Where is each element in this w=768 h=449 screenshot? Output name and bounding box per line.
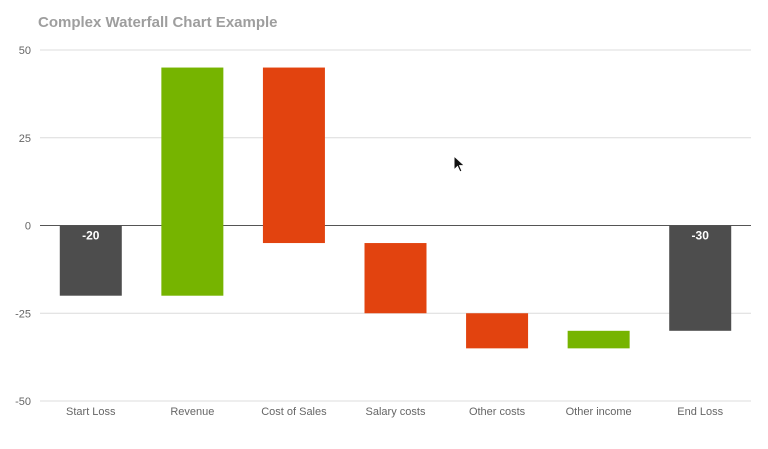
y-tick-label: 0 <box>25 221 31 233</box>
bar-other-costs <box>466 313 529 349</box>
y-tick-label: 25 <box>19 133 31 145</box>
grid-layer <box>40 49 751 402</box>
mouse-cursor-icon <box>453 155 466 173</box>
bar-cost-of-sales <box>262 67 325 244</box>
bar-salary-costs <box>364 243 427 314</box>
chart-title: Complex Waterfall Chart Example <box>38 14 278 31</box>
bar-layer <box>59 67 732 349</box>
x-category-label: Revenue <box>170 406 214 418</box>
bar-start-loss <box>59 225 122 296</box>
bar-data-label: -20 <box>82 229 100 243</box>
label-layer: 50 25 0 -25 -50 -20 Start Loss Revenue Cost of S… <box>15 45 724 418</box>
x-category-label: Start Loss <box>66 406 116 418</box>
x-category-label: Other costs <box>469 406 526 418</box>
y-tick-label: 50 <box>19 45 31 57</box>
bar-other-income <box>567 330 630 349</box>
y-tick-label: -50 <box>15 396 31 408</box>
bar-data-label: -30 <box>692 229 710 243</box>
x-category-label: Salary costs <box>366 406 426 418</box>
bar-revenue <box>161 67 224 296</box>
y-tick-label: -25 <box>15 308 31 320</box>
x-category-label: End Loss <box>677 406 723 418</box>
x-category-label: Other income <box>566 406 632 418</box>
bar-end-loss <box>669 225 732 331</box>
x-category-label: Cost of Sales <box>261 406 327 418</box>
